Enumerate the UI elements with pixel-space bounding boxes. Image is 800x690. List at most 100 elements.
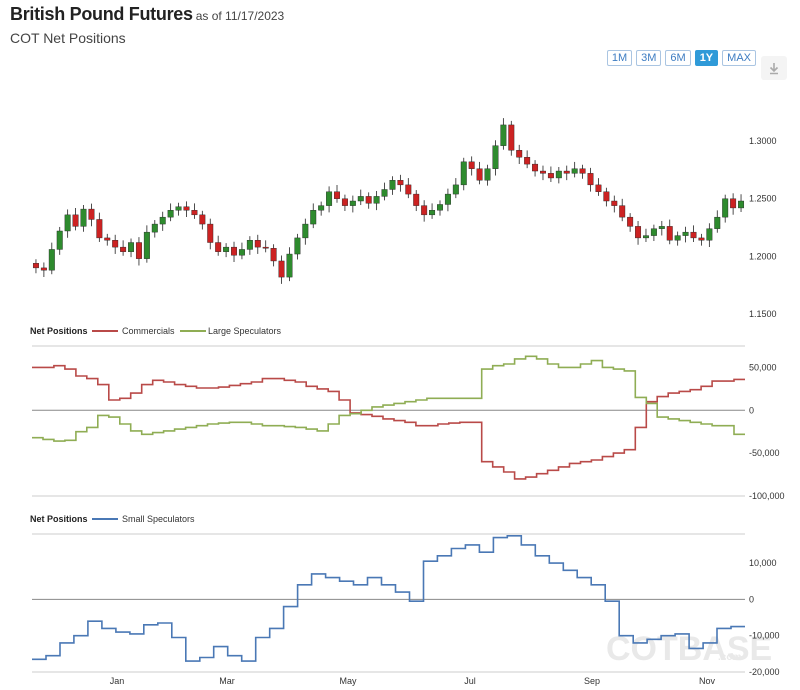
candle-body <box>231 246 237 256</box>
candle-body <box>563 170 570 174</box>
candle-body <box>183 206 190 211</box>
candle-body <box>294 237 301 255</box>
candle-body <box>516 150 523 158</box>
x-tick-label: Mar <box>219 676 235 686</box>
x-tick-label: May <box>339 676 357 686</box>
candle-body <box>452 184 459 195</box>
candle-body <box>357 196 364 202</box>
candle-body <box>223 246 230 252</box>
candle-body <box>128 242 135 252</box>
x-axis: Jan Mar May Jul Sep Nov <box>110 676 716 686</box>
candle-body <box>437 204 443 211</box>
candle-body <box>278 260 285 278</box>
candle-body <box>444 193 451 205</box>
candle-body <box>650 228 657 236</box>
candle-body <box>167 210 174 218</box>
candle-body <box>64 214 71 232</box>
candle-body <box>341 198 348 206</box>
candle-body <box>246 240 253 250</box>
candle-body <box>191 210 198 216</box>
small-y-tick: 0 <box>749 594 754 604</box>
download-button[interactable] <box>761 56 787 80</box>
watermark-suffix: .com <box>718 652 741 663</box>
candle-body <box>254 240 261 248</box>
small-y-tick: -10,000 <box>749 631 780 641</box>
candle-body <box>619 205 626 218</box>
candle-body <box>318 205 325 211</box>
candle-body <box>88 208 95 220</box>
candle-body <box>595 184 602 192</box>
candle-body <box>429 210 436 216</box>
download-icon <box>769 63 779 75</box>
candle-body <box>48 249 55 271</box>
zoom-1y-button[interactable]: 1Y <box>694 50 719 66</box>
small-y-tick: -20,000 <box>749 667 780 677</box>
candle-body <box>80 208 87 227</box>
zoom-6m-button[interactable]: 6M <box>665 50 691 66</box>
legend-small-speculators[interactable]: Small Speculators <box>122 514 195 524</box>
candle-body <box>476 168 483 181</box>
chart-title: British Pound Futures <box>10 4 193 24</box>
candle-body <box>579 168 586 174</box>
candle-body <box>389 180 396 190</box>
cot-legend-title: Net Positions <box>30 326 88 336</box>
candle-body <box>540 170 546 174</box>
candle-body <box>587 173 594 186</box>
candle-body <box>682 231 689 236</box>
cot-y-tick: -100,000 <box>749 491 785 501</box>
zoom-3m-button[interactable]: 3M <box>636 50 662 66</box>
small-y-tick: 10,000 <box>749 558 777 568</box>
candle-body <box>421 205 428 216</box>
candle-body <box>365 196 372 204</box>
series-line-small-speculators <box>32 535 745 662</box>
price-y-tick: 1.1500 <box>749 309 777 319</box>
candle-body <box>666 226 673 241</box>
zoom-selector: 1M 3M 6M 1Y MAX <box>606 50 756 66</box>
cot-y-tick: 50,000 <box>749 362 777 372</box>
candle-body <box>215 242 222 252</box>
price-panel: 1.3000 1.2500 1.2000 1.1500 <box>32 118 777 319</box>
candle-body <box>413 193 420 206</box>
zoom-max-button[interactable]: MAX <box>722 50 756 66</box>
candle-body <box>484 168 491 181</box>
candle-body <box>642 235 649 239</box>
x-tick-label: Jan <box>110 676 125 686</box>
candle-body <box>270 248 277 262</box>
legend-large-speculators[interactable]: Large Speculators <box>208 326 282 336</box>
zoom-1m-button[interactable]: 1M <box>606 50 633 66</box>
price-y-tick: 1.2500 <box>749 194 777 204</box>
candle-body <box>698 237 705 241</box>
candle-body <box>532 163 539 172</box>
candle-body <box>175 206 182 211</box>
candle-body <box>349 200 356 206</box>
candle-body <box>32 263 39 269</box>
candle-body <box>730 198 737 209</box>
candle-body <box>500 124 507 146</box>
candle-body <box>722 198 729 218</box>
candle-body <box>690 231 697 239</box>
candle-body <box>674 235 681 241</box>
candle-body <box>547 173 554 179</box>
candle-body <box>492 145 499 169</box>
candle-body <box>397 180 404 186</box>
candle-body <box>381 189 388 197</box>
candle-body <box>571 168 578 174</box>
chart-header: British Pound Futures as of 11/17/2023 <box>10 4 284 25</box>
candle-body <box>56 230 63 250</box>
candle-body <box>143 231 150 259</box>
candle-body <box>310 210 317 225</box>
candle-body <box>199 214 206 225</box>
price-y-tick: 1.2000 <box>749 251 777 261</box>
candle-body <box>151 223 158 233</box>
x-tick-label: Nov <box>699 676 716 686</box>
candle-body <box>460 161 467 186</box>
candle-body <box>373 196 380 204</box>
x-tick-label: Sep <box>584 676 600 686</box>
candle-body <box>40 267 47 271</box>
candle-body <box>405 184 412 195</box>
candle-body <box>238 249 245 256</box>
candle-body <box>207 223 214 243</box>
legend-commercials[interactable]: Commercials <box>122 326 175 336</box>
small-spec-panel: 10,000 0 -10,000 -20,000 <box>32 533 780 677</box>
candle-body <box>120 246 127 252</box>
